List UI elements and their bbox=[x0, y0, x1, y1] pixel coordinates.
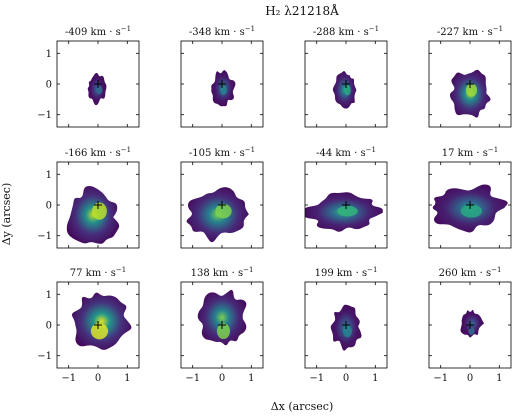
emission-peak bbox=[468, 327, 475, 336]
panel-velocity-label: -166 km · s−1 bbox=[65, 146, 131, 159]
emission-peak bbox=[96, 86, 103, 95]
channel-panel: 1 0 −1 -409 km · s−1 bbox=[37, 25, 140, 128]
y-tick-label: −1 bbox=[37, 110, 52, 121]
y-tick-label: 1 bbox=[46, 290, 52, 301]
center-marker bbox=[342, 321, 350, 329]
emission-region bbox=[460, 309, 484, 338]
x-tick-label: 0 bbox=[467, 373, 473, 384]
center-marker bbox=[466, 321, 474, 329]
y-tick-label: 0 bbox=[46, 80, 52, 91]
x-tick-label: 0 bbox=[343, 373, 349, 384]
x-tick-label: −1 bbox=[185, 373, 200, 384]
emission-peak bbox=[460, 204, 483, 218]
x-axis-label: Δx (arcsec) bbox=[271, 400, 334, 413]
channel-panel: -44 km · s−1 bbox=[304, 146, 388, 249]
panel-velocity-label: 138 km · s−1 bbox=[191, 266, 254, 279]
channel-panel: 1 0 −1 −1 0 1 77 km · s−1 bbox=[37, 266, 140, 384]
emission-peak bbox=[220, 85, 227, 95]
channel-panel: -105 km · s−1 bbox=[180, 146, 264, 249]
x-tick-label: 1 bbox=[372, 373, 378, 384]
channel-panel: 17 km · s−1 bbox=[428, 146, 512, 249]
center-marker bbox=[342, 80, 350, 88]
panel-velocity-label: -409 km · s−1 bbox=[65, 25, 131, 38]
emission-peak bbox=[337, 205, 358, 217]
x-tick-label: −1 bbox=[309, 373, 324, 384]
emission-peak bbox=[92, 202, 107, 220]
panel-grid: 1 0 −1 -409 km · s−1 -348 km · s−1 -288 km · … bbox=[37, 25, 512, 384]
channel-panel: -227 km · s−1 bbox=[428, 25, 512, 128]
figure-title: H₂ λ21218Å bbox=[265, 3, 339, 18]
x-tick-label: 1 bbox=[248, 373, 254, 384]
center-marker bbox=[466, 201, 474, 209]
emission-region bbox=[71, 292, 132, 350]
center-marker bbox=[218, 201, 226, 209]
panel-velocity-label: -227 km · s−1 bbox=[437, 25, 503, 38]
panel-velocity-label: 260 km · s−1 bbox=[439, 266, 502, 279]
emission-peak bbox=[465, 83, 478, 97]
panel-velocity-label: -105 km · s−1 bbox=[189, 146, 255, 159]
channel-panel: 1 0 −1 -166 km · s−1 bbox=[37, 146, 140, 249]
emission-peak bbox=[344, 84, 351, 96]
center-marker bbox=[94, 321, 102, 329]
y-tick-label: 1 bbox=[46, 49, 52, 60]
emission-peak bbox=[215, 203, 232, 219]
x-tick-label: 1 bbox=[496, 373, 502, 384]
emission-peak bbox=[216, 323, 231, 340]
x-tick-label: 1 bbox=[124, 373, 130, 384]
y-tick-label: −1 bbox=[37, 231, 52, 242]
channel-panel: -348 km · s−1 bbox=[180, 25, 264, 128]
panel-velocity-label: -44 km · s−1 bbox=[316, 146, 376, 159]
y-tick-label: 1 bbox=[46, 170, 52, 181]
channel-panel: −1 0 1 138 km · s−1 bbox=[180, 266, 264, 384]
panel-velocity-label: 77 km · s−1 bbox=[70, 266, 126, 279]
center-marker bbox=[342, 201, 350, 209]
y-axis-label: Δy (arcsec) bbox=[0, 183, 13, 246]
channel-panel: −1 0 1 199 km · s−1 bbox=[304, 266, 388, 384]
x-tick-label: 0 bbox=[95, 373, 101, 384]
center-marker bbox=[94, 201, 102, 209]
x-tick-label: −1 bbox=[433, 373, 448, 384]
panel-velocity-label: -288 km · s−1 bbox=[313, 25, 379, 38]
channel-panel: -288 km · s−1 bbox=[304, 25, 388, 128]
panel-velocity-label: 199 km · s−1 bbox=[315, 266, 378, 279]
panel-velocity-label: -348 km · s−1 bbox=[189, 25, 255, 38]
x-tick-label: −1 bbox=[61, 373, 76, 384]
center-marker bbox=[218, 321, 226, 329]
y-tick-label: 0 bbox=[46, 321, 52, 332]
emission-region bbox=[197, 289, 247, 346]
channel-panel: −1 0 1 260 km · s−1 bbox=[428, 266, 512, 384]
center-marker bbox=[218, 80, 226, 88]
emission-peak bbox=[342, 324, 352, 338]
center-marker bbox=[94, 80, 102, 88]
center-marker bbox=[466, 80, 474, 88]
panel-velocity-label: 17 km · s−1 bbox=[442, 146, 498, 159]
y-tick-label: −1 bbox=[37, 351, 52, 362]
emission-peak bbox=[90, 322, 109, 340]
x-tick-label: 0 bbox=[219, 373, 225, 384]
y-tick-label: 0 bbox=[46, 201, 52, 212]
